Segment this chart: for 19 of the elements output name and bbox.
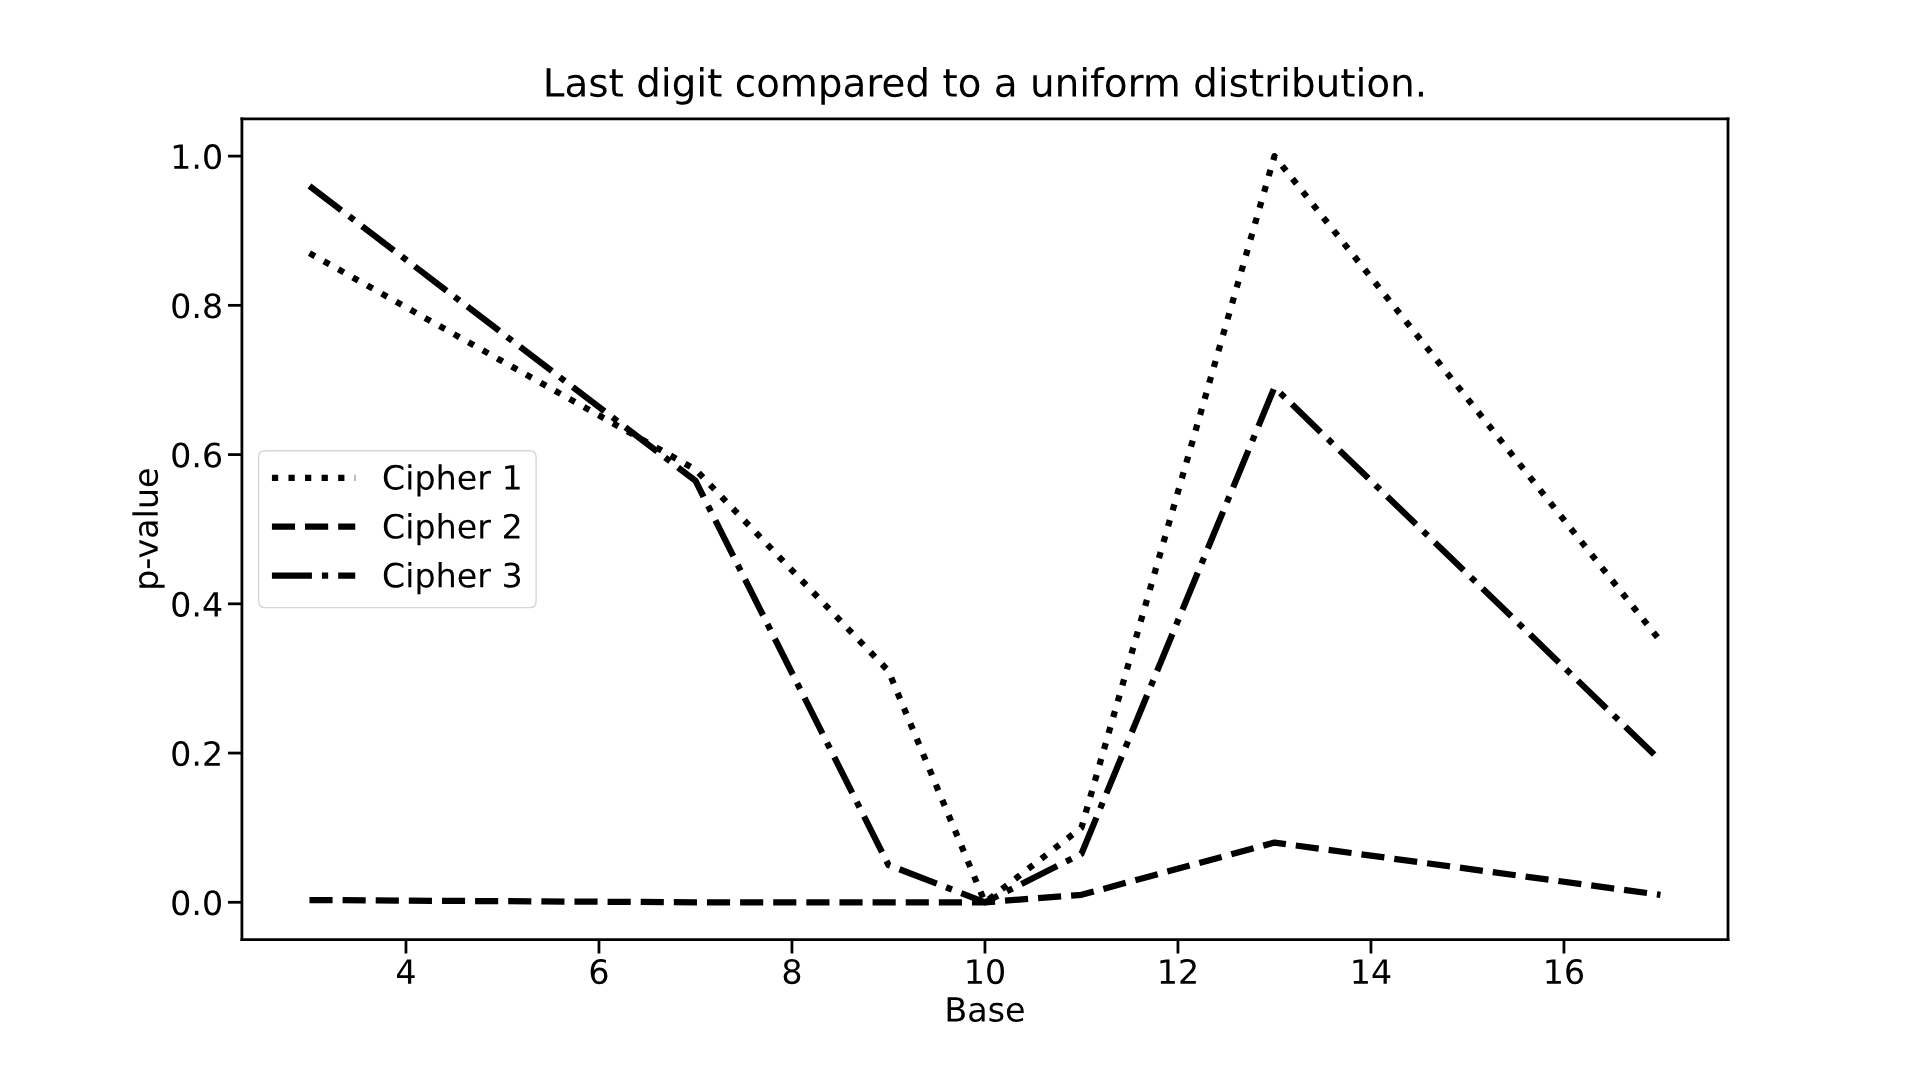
legend-label: Cipher 2 <box>383 513 520 546</box>
x-tick-label: 6 <box>590 958 608 985</box>
y-axis-title: p-value <box>132 469 165 588</box>
y-tick-label: 0.4 <box>172 591 222 617</box>
chart-title: Last digit compared to a uniform distribution. <box>546 67 1423 105</box>
x-tick-label: 14 <box>1353 959 1391 984</box>
x-tick-label: 12 <box>1160 958 1196 984</box>
y-tick-label: 0.0 <box>172 890 221 916</box>
y-tick-label: 0.2 <box>172 740 220 767</box>
x-tick-label: 16 <box>1546 958 1584 985</box>
x-tick-label: 4 <box>396 959 415 984</box>
y-tick-label: 0.6 <box>172 442 222 468</box>
y-tick-label: 1.0 <box>173 144 221 170</box>
x-tick-label: 10 <box>967 958 1004 985</box>
y-tick-label: 0.8 <box>172 293 221 319</box>
legend-label: Cipher 3 <box>383 562 521 595</box>
legend-label: Cipher 1 <box>383 464 520 497</box>
x-tick-label: 8 <box>783 958 801 985</box>
x-axis-title: Base <box>947 997 1024 1022</box>
